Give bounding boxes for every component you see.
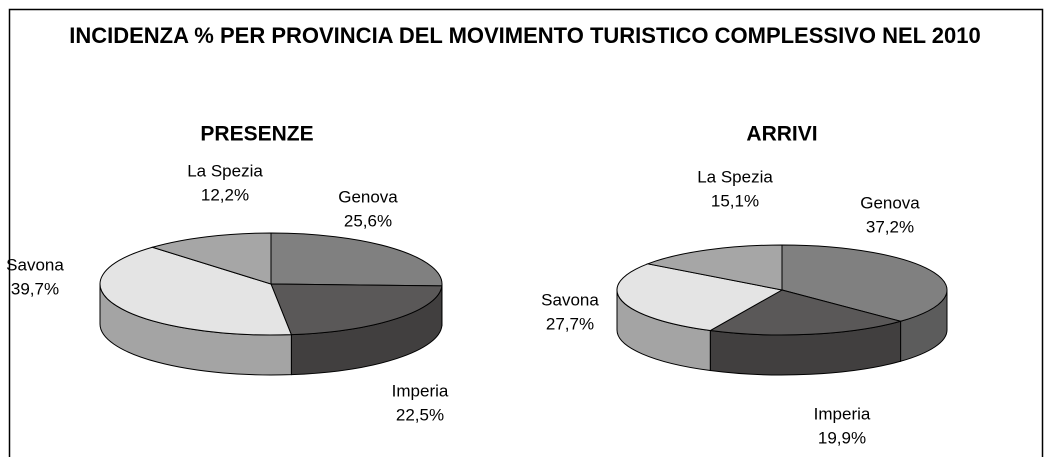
pie-slice [270, 283, 443, 336]
data-label-name: Genova [860, 193, 920, 212]
data-label-value: 39,7% [11, 279, 59, 298]
data-label-name: Genova [338, 187, 398, 206]
data-label-value: 27,7% [546, 314, 594, 333]
chart-title: INCIDENZA % PER PROVINCIA DEL MOVIMENTO … [69, 23, 981, 48]
pie-slice [781, 244, 948, 322]
pie-slice [708, 289, 903, 336]
data-label-value: 19,9% [818, 428, 866, 447]
pie-tops [99, 232, 443, 336]
pie-slice [646, 244, 783, 291]
frame [8, 8, 1044, 457]
data-label-name: La Spezia [697, 167, 773, 186]
pie-slice [99, 246, 293, 336]
data-label-name: Imperia [814, 404, 871, 423]
data-label-name: Savona [6, 255, 64, 274]
data-label-name: Savona [541, 290, 599, 309]
pie-tops [616, 244, 948, 336]
data-label-name: Imperia [392, 381, 449, 400]
pie-slice [270, 232, 443, 287]
data-label-name: La Spezia [187, 161, 263, 180]
data-label-value: 12,2% [201, 185, 249, 204]
pie-slice [150, 232, 272, 285]
data-label-value: 37,2% [866, 217, 914, 236]
pie-slice [616, 263, 784, 332]
data-label-value: 15,1% [711, 191, 759, 210]
data-label-value: 25,6% [344, 211, 392, 230]
pie-title: PRESENZE [200, 123, 313, 146]
pie-title: ARRIVI [746, 123, 817, 146]
data-label-value: 22,5% [396, 405, 444, 424]
pie-sides [616, 289, 948, 376]
